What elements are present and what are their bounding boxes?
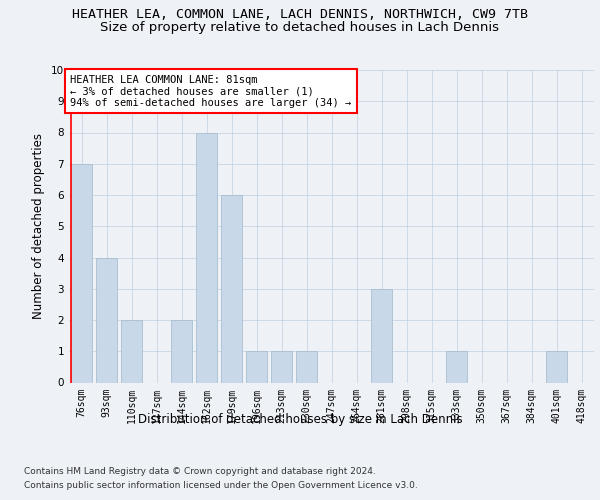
Bar (246, 351, 267, 382)
Bar (221, 195, 242, 382)
Bar (546, 351, 567, 382)
Text: HEATHER LEA, COMMON LANE, LACH DENNIS, NORTHWICH, CW9 7TB: HEATHER LEA, COMMON LANE, LACH DENNIS, N… (72, 8, 528, 20)
Text: HEATHER LEA COMMON LANE: 81sqm
← 3% of detached houses are smaller (1)
94% of se: HEATHER LEA COMMON LANE: 81sqm ← 3% of d… (70, 74, 352, 108)
Bar (196, 132, 217, 382)
Bar (96, 258, 117, 382)
Bar (446, 351, 467, 382)
Bar (71, 164, 92, 382)
Bar (171, 320, 192, 382)
Bar (121, 320, 142, 382)
Bar (296, 351, 317, 382)
Y-axis label: Number of detached properties: Number of detached properties (32, 133, 46, 320)
Text: Size of property relative to detached houses in Lach Dennis: Size of property relative to detached ho… (101, 21, 499, 34)
Bar (271, 351, 292, 382)
Text: Contains HM Land Registry data © Crown copyright and database right 2024.: Contains HM Land Registry data © Crown c… (24, 468, 376, 476)
Text: Contains public sector information licensed under the Open Government Licence v3: Contains public sector information licen… (24, 481, 418, 490)
Bar (371, 289, 392, 382)
Text: Distribution of detached houses by size in Lach Dennis: Distribution of detached houses by size … (137, 412, 463, 426)
